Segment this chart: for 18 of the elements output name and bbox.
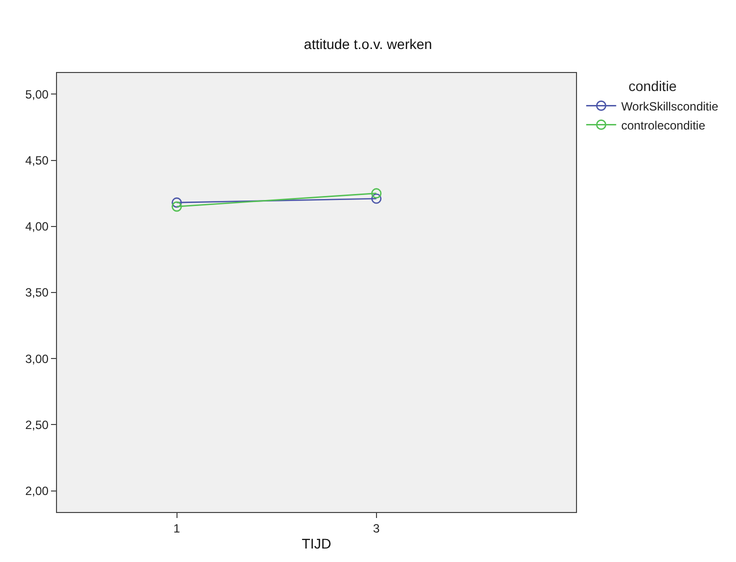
legend-label: controleconditie — [621, 118, 706, 132]
point — [172, 197, 182, 208]
point — [172, 201, 182, 212]
y-tick-label: 2,00 — [25, 484, 49, 498]
y-tick-label: 3,00 — [25, 352, 49, 366]
x-tick-label: 1 — [173, 521, 180, 536]
x-axis-title: TIJD — [302, 536, 332, 552]
legend-title: conditie — [628, 78, 677, 94]
y-tick-label: 5,00 — [25, 87, 49, 102]
y-tick-label: 3,50 — [25, 286, 49, 300]
point — [371, 193, 382, 204]
y-tick-label: 2,50 — [25, 418, 49, 432]
y-tick-label: 4,50 — [25, 153, 49, 168]
chart-title: attitude t.o.v. werken — [304, 36, 432, 52]
legend-label: WorkSkillsconditie — [621, 99, 719, 114]
y-tick-label: 4,00 — [25, 220, 49, 234]
x-tick-label: 3 — [373, 521, 380, 536]
point — [371, 188, 382, 198]
